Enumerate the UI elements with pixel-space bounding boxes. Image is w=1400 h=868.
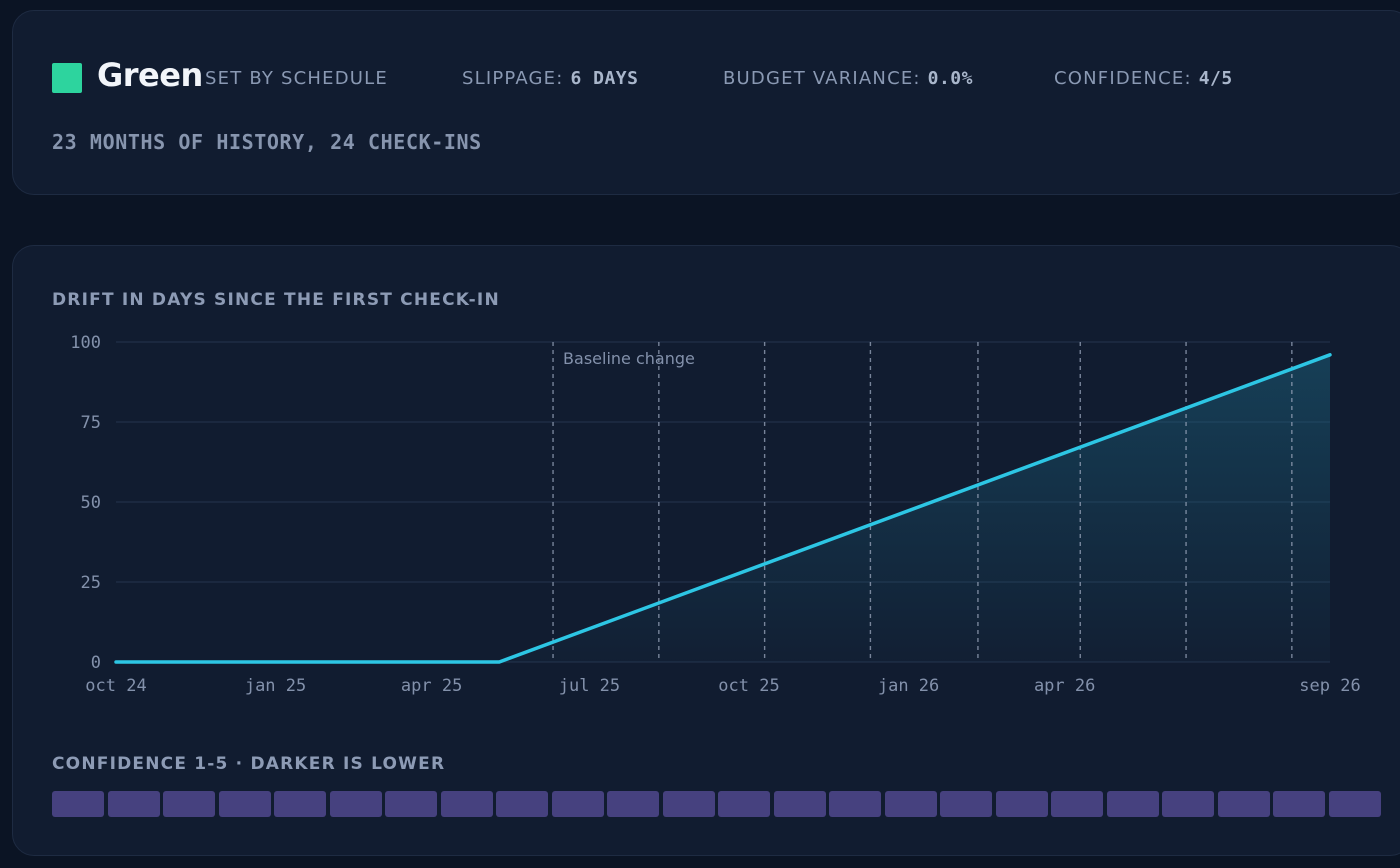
confidence-strip (52, 791, 1381, 817)
confidence-cell (440, 791, 493, 817)
confidence-cell (163, 791, 215, 817)
confidence-cell (1162, 791, 1214, 817)
status-card: Green SET BY SCHEDULE SLIPPAGE: 6 DAYS B… (12, 10, 1400, 195)
confidence-cell (551, 791, 604, 817)
confidence-cell (218, 791, 271, 817)
x-tick-label: oct 24 (85, 676, 146, 696)
confidence-cell (884, 791, 937, 817)
confidence-cell (829, 791, 881, 817)
confidence-cell (52, 791, 104, 817)
confidence-cell (995, 791, 1048, 817)
status-label: Green (97, 56, 203, 94)
budget-variance-value: 0.0% (927, 68, 973, 89)
x-tick-label: apr 25 (401, 676, 462, 696)
x-tick-label: apr 26 (1034, 676, 1095, 696)
confidence-cell (607, 791, 659, 817)
confidence-title: CONFIDENCE 1-5 · DARKER IS LOWER (52, 754, 446, 774)
confidence-cell (1273, 791, 1325, 817)
x-tick-label: sep 26 (1299, 676, 1360, 696)
status-color-swatch (52, 63, 82, 93)
history-summary: 23 MONTHS OF HISTORY, 24 CHECK-INS (52, 130, 482, 154)
confidence-cell (662, 791, 715, 817)
budget-variance-metric: BUDGET VARIANCE: 0.0% (723, 68, 973, 89)
confidence-cell (1106, 791, 1159, 817)
confidence-cell (718, 791, 770, 817)
confidence-value: 4/5 (1198, 68, 1233, 89)
slippage-metric: SLIPPAGE: 6 DAYS (462, 68, 638, 89)
y-tick-label: 50 (81, 493, 101, 513)
confidence-cell (1051, 791, 1103, 817)
budget-variance-label: BUDGET VARIANCE: (723, 68, 921, 89)
drift-line (114, 353, 1332, 664)
confidence-cell (385, 791, 437, 817)
confidence-label: CONFIDENCE: (1054, 68, 1192, 89)
y-tick-label: 75 (81, 413, 101, 433)
x-tick-label: oct 25 (718, 676, 779, 696)
y-tick-label: 0 (91, 653, 101, 673)
confidence-metric: CONFIDENCE: 4/5 (1054, 68, 1233, 89)
y-tick-label: 100 (70, 333, 101, 353)
status-source: SET BY SCHEDULE (205, 68, 388, 89)
drift-chart: 0 25 50 75 100 oct 24 jan 25 apr 25 jul 25 oct 25… (70, 333, 1360, 696)
drift-area-fill (116, 354, 1330, 662)
slippage-value: 6 DAYS (570, 68, 639, 89)
slippage-label: SLIPPAGE: (462, 68, 564, 89)
baseline-change-annotation: Baseline change (563, 349, 695, 368)
confidence-cell (274, 791, 326, 817)
confidence-cell (773, 791, 826, 817)
confidence-cell (107, 791, 160, 817)
x-tick-label: jan 26 (878, 676, 939, 696)
x-tick-label: jan 25 (245, 676, 306, 696)
x-tick-label: jul 25 (559, 676, 620, 696)
y-tick-label: 25 (81, 573, 101, 593)
confidence-cell (1328, 791, 1381, 817)
confidence-cell (496, 791, 548, 817)
chart-title: DRIFT IN DAYS SINCE THE FIRST CHECK-IN (52, 290, 500, 310)
confidence-cell (1217, 791, 1270, 817)
drift-chart-card: DRIFT IN DAYS SINCE THE FIRST CHECK-IN 0… (12, 245, 1400, 856)
confidence-cell (940, 791, 992, 817)
confidence-cell (329, 791, 382, 817)
